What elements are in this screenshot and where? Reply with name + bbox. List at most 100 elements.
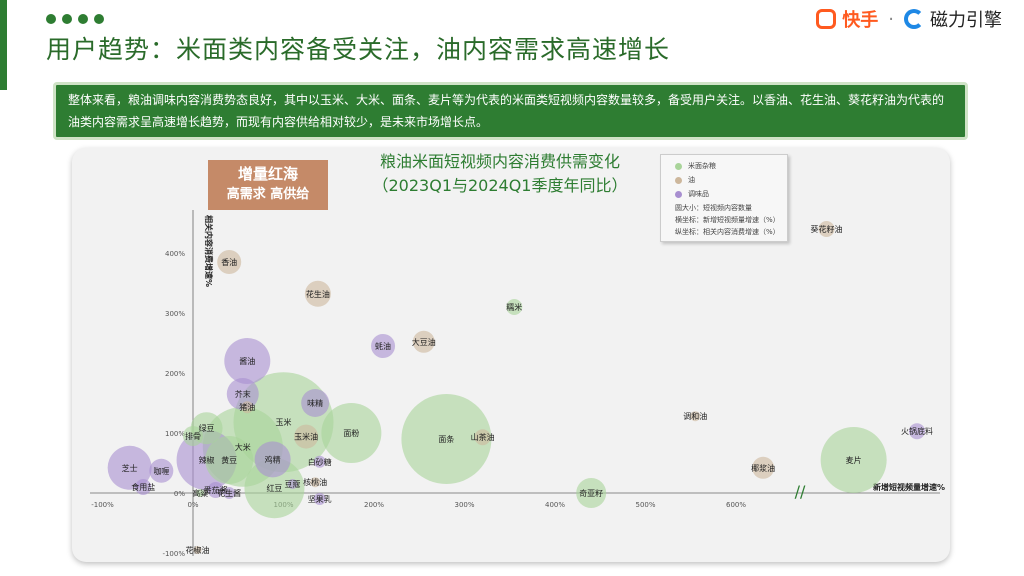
bubble-label: 蚝油 bbox=[375, 341, 391, 351]
badge-title: 增量红海 bbox=[237, 165, 298, 183]
badge-subtitle: 高需求 高供给 bbox=[226, 187, 310, 202]
bubble-label: 酱油 bbox=[239, 356, 255, 366]
bubble-point bbox=[135, 479, 152, 495]
bubble-point bbox=[313, 493, 326, 505]
bubble-label: 面粉 bbox=[343, 428, 359, 438]
x-tick-label: 300% bbox=[454, 501, 474, 509]
legend-item-seasoning: 调味品 bbox=[675, 189, 709, 199]
bubble-label: 坚果乳 bbox=[308, 494, 332, 504]
bubble-point bbox=[196, 489, 205, 497]
bubble-point bbox=[313, 455, 326, 468]
bubble-label: 高粱 bbox=[192, 488, 208, 498]
bubble-label: 麦片 bbox=[846, 455, 862, 465]
bubble-point bbox=[287, 479, 298, 489]
bubble-label: 黄豆 bbox=[221, 455, 237, 465]
bubble-label: 鸡精 bbox=[265, 454, 281, 464]
chart-legend: 米面杂粮 油 调味品 圆大小：短视频内容数量 横坐标：新增短视频量增速（%） 纵… bbox=[660, 154, 788, 242]
y-tick-label: 200% bbox=[165, 370, 185, 378]
brand-logos: 快手 · 磁力引擎 bbox=[816, 6, 1002, 32]
bubble-point bbox=[207, 482, 224, 498]
x-tick-label: 600% bbox=[726, 501, 746, 509]
bubble-label: 香油 bbox=[221, 257, 237, 267]
y-tick-label: 300% bbox=[165, 310, 185, 318]
bubble-point bbox=[107, 445, 152, 490]
bubble-point bbox=[294, 424, 319, 449]
legend-item-oil: 油 bbox=[675, 175, 695, 185]
bubble-label: 花椒油 bbox=[186, 545, 210, 555]
bubble-label: 椰浆油 bbox=[751, 463, 775, 473]
y-axis-label: 相关内容消费增速% bbox=[204, 215, 214, 287]
y-tick-label: 0% bbox=[174, 490, 185, 498]
legend-swatch-oil bbox=[675, 176, 682, 184]
kuaishou-logo-icon bbox=[816, 9, 837, 29]
bubble-point bbox=[321, 403, 382, 463]
bubble-label: 面条 bbox=[438, 434, 454, 444]
bubble-label: 大豆油 bbox=[412, 337, 436, 347]
bubble-point bbox=[412, 330, 435, 353]
legend-note-size: 圆大小：短视频内容数量 bbox=[675, 204, 752, 212]
bubble-label: 核桃油 bbox=[303, 477, 327, 487]
x-tick-label: 500% bbox=[635, 501, 655, 509]
bubble-label: 玉米油 bbox=[294, 432, 318, 442]
logo-separator: · bbox=[888, 8, 894, 30]
bubble-point bbox=[752, 456, 775, 479]
x-axis-label: 新增短视频量增速% bbox=[873, 482, 945, 492]
bubble-point bbox=[310, 477, 321, 488]
bubble-label: 排骨 bbox=[185, 431, 201, 441]
bubble-label: 豆蔻 bbox=[285, 479, 301, 489]
chart-subtitle: （2023Q1与2024Q1季度年同比） bbox=[372, 176, 628, 195]
bubble-label: 番茄酱 bbox=[204, 485, 228, 495]
x-tick-label: 200% bbox=[364, 501, 384, 509]
bubble-point bbox=[241, 401, 254, 414]
bubble-point bbox=[506, 299, 523, 315]
bubble-label: 食用盐 bbox=[131, 482, 155, 492]
bubble-label: 芝士 bbox=[122, 463, 138, 473]
bubble-point bbox=[226, 378, 259, 410]
bubble-point bbox=[223, 487, 236, 499]
chart-title: 粮油米面短视频内容消费供需变化 bbox=[379, 152, 620, 171]
axis-break-mark: // bbox=[795, 482, 806, 501]
bubble-label: 猪油 bbox=[239, 402, 255, 412]
bubble-point bbox=[690, 411, 701, 422]
bubble-label: 玉米 bbox=[276, 417, 292, 427]
accent-bar bbox=[0, 0, 7, 90]
legend-swatch-rice bbox=[675, 162, 682, 170]
bubble-point bbox=[820, 427, 887, 493]
bubble-point bbox=[183, 426, 203, 446]
decor-dots bbox=[46, 14, 104, 24]
bubble-label: 咖喱 bbox=[153, 466, 169, 476]
bubble-point bbox=[474, 429, 491, 446]
bubble-label: 绿豆 bbox=[199, 424, 215, 433]
y-tick-label: -100% bbox=[162, 550, 185, 558]
bubble-label: 奇亚籽 bbox=[579, 488, 603, 498]
legend-label-rice: 米面杂粮 bbox=[688, 162, 716, 170]
bubble-label: 辣椒 bbox=[199, 455, 215, 465]
bubble-point bbox=[254, 441, 291, 478]
cili-logo-icon bbox=[904, 9, 924, 29]
y-tick-label: 100% bbox=[165, 430, 185, 438]
bubble-point bbox=[217, 250, 242, 274]
bubble-point bbox=[224, 338, 271, 384]
bubble-point bbox=[244, 458, 305, 519]
bubble-label: 白砂糖 bbox=[308, 457, 332, 467]
bubble-label: 糯米 bbox=[506, 302, 522, 312]
red-ocean-badge: 增量红海 高需求 高供给 bbox=[208, 160, 328, 210]
bubble-label: 芥末 bbox=[235, 389, 251, 399]
bubble-point bbox=[371, 334, 396, 358]
bubble-label: 山茶油 bbox=[471, 432, 495, 442]
bubble-point bbox=[205, 436, 254, 484]
legend-label-seasoning: 调味品 bbox=[688, 190, 709, 198]
bubble-point bbox=[909, 423, 925, 440]
bubble-label: 调和油 bbox=[683, 411, 707, 421]
legend-label-oil: 油 bbox=[688, 176, 695, 184]
bubble-point bbox=[576, 478, 607, 508]
bubble-label: 葵花籽油 bbox=[811, 224, 843, 234]
x-tick-label: 0% bbox=[187, 501, 198, 509]
x-tick-label: 400% bbox=[545, 501, 565, 509]
legend-swatch-seasoning bbox=[675, 190, 682, 198]
bubble-point bbox=[193, 546, 202, 554]
bubble-point bbox=[149, 458, 174, 483]
bubble-point bbox=[304, 280, 331, 307]
bubble-point bbox=[401, 394, 492, 484]
